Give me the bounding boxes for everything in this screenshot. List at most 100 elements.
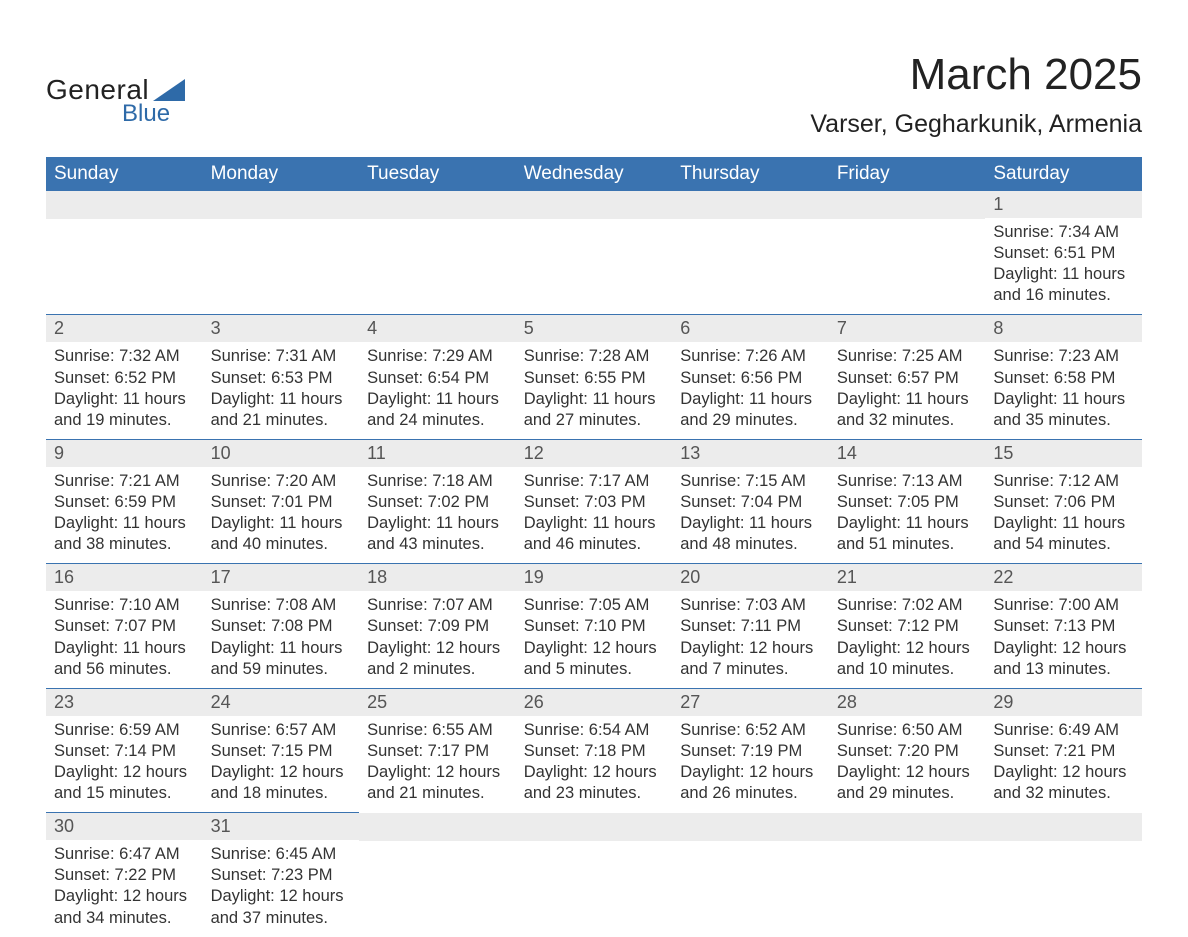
calendar-cell bbox=[359, 191, 516, 315]
day-number: 22 bbox=[985, 564, 1142, 591]
daylight-line: Daylight: 12 hours and 10 minutes. bbox=[837, 638, 978, 680]
day-details: Sunrise: 7:29 AMSunset: 6:54 PMDaylight:… bbox=[359, 342, 516, 438]
day-details: Sunrise: 6:59 AMSunset: 7:14 PMDaylight:… bbox=[46, 716, 203, 812]
day-details: Sunrise: 6:50 AMSunset: 7:20 PMDaylight:… bbox=[829, 716, 986, 812]
daylight-line: Daylight: 12 hours and 29 minutes. bbox=[837, 762, 978, 804]
sunrise-line: Sunrise: 7:00 AM bbox=[993, 595, 1134, 616]
day-number: 7 bbox=[829, 315, 986, 342]
sunset-line: Sunset: 7:13 PM bbox=[993, 616, 1134, 637]
day-details: Sunrise: 7:17 AMSunset: 7:03 PMDaylight:… bbox=[516, 467, 673, 563]
calendar-week-row: 1Sunrise: 7:34 AMSunset: 6:51 PMDaylight… bbox=[46, 191, 1142, 315]
day-details: Sunrise: 6:55 AMSunset: 7:17 PMDaylight:… bbox=[359, 716, 516, 812]
calendar-cell: 9Sunrise: 7:21 AMSunset: 6:59 PMDaylight… bbox=[46, 439, 203, 563]
calendar-cell: 29Sunrise: 6:49 AMSunset: 7:21 PMDayligh… bbox=[985, 688, 1142, 812]
sunrise-line: Sunrise: 6:54 AM bbox=[524, 720, 665, 741]
daylight-line: Daylight: 12 hours and 26 minutes. bbox=[680, 762, 821, 804]
calendar-cell: 17Sunrise: 7:08 AMSunset: 7:08 PMDayligh… bbox=[203, 564, 360, 688]
sunrise-line: Sunrise: 6:50 AM bbox=[837, 720, 978, 741]
daylight-line: Daylight: 11 hours and 35 minutes. bbox=[993, 389, 1134, 431]
sunrise-line: Sunrise: 6:52 AM bbox=[680, 720, 821, 741]
day-details: Sunrise: 7:13 AMSunset: 7:05 PMDaylight:… bbox=[829, 467, 986, 563]
day-number: 10 bbox=[203, 440, 360, 467]
calendar-body: 1Sunrise: 7:34 AMSunset: 6:51 PMDaylight… bbox=[46, 191, 1142, 937]
dayheader-friday: Friday bbox=[829, 157, 986, 191]
daylight-line: Daylight: 11 hours and 19 minutes. bbox=[54, 389, 195, 431]
empty-daynum-bar bbox=[829, 191, 986, 219]
sunset-line: Sunset: 7:09 PM bbox=[367, 616, 508, 637]
brand-triangle-icon bbox=[153, 79, 185, 101]
sunrise-line: Sunrise: 7:12 AM bbox=[993, 471, 1134, 492]
sunset-line: Sunset: 7:02 PM bbox=[367, 492, 508, 513]
sunrise-line: Sunrise: 7:15 AM bbox=[680, 471, 821, 492]
sunset-line: Sunset: 7:04 PM bbox=[680, 492, 821, 513]
day-details: Sunrise: 7:20 AMSunset: 7:01 PMDaylight:… bbox=[203, 467, 360, 563]
day-details: Sunrise: 7:03 AMSunset: 7:11 PMDaylight:… bbox=[672, 591, 829, 687]
calendar-cell bbox=[359, 813, 516, 937]
sunrise-line: Sunrise: 6:47 AM bbox=[54, 844, 195, 865]
day-number: 21 bbox=[829, 564, 986, 591]
day-number: 5 bbox=[516, 315, 673, 342]
day-details: Sunrise: 7:02 AMSunset: 7:12 PMDaylight:… bbox=[829, 591, 986, 687]
sunrise-line: Sunrise: 6:49 AM bbox=[993, 720, 1134, 741]
daylight-line: Daylight: 11 hours and 38 minutes. bbox=[54, 513, 195, 555]
calendar-cell: 21Sunrise: 7:02 AMSunset: 7:12 PMDayligh… bbox=[829, 564, 986, 688]
day-details: Sunrise: 6:54 AMSunset: 7:18 PMDaylight:… bbox=[516, 716, 673, 812]
calendar-cell bbox=[985, 813, 1142, 937]
calendar-cell: 3Sunrise: 7:31 AMSunset: 6:53 PMDaylight… bbox=[203, 315, 360, 439]
sunrise-line: Sunrise: 7:25 AM bbox=[837, 346, 978, 367]
calendar-cell: 18Sunrise: 7:07 AMSunset: 7:09 PMDayligh… bbox=[359, 564, 516, 688]
calendar-cell bbox=[829, 191, 986, 315]
daylight-line: Daylight: 11 hours and 27 minutes. bbox=[524, 389, 665, 431]
sunrise-line: Sunrise: 7:08 AM bbox=[211, 595, 352, 616]
calendar-cell: 20Sunrise: 7:03 AMSunset: 7:11 PMDayligh… bbox=[672, 564, 829, 688]
calendar-cell bbox=[829, 813, 986, 937]
calendar-table: Sunday Monday Tuesday Wednesday Thursday… bbox=[46, 157, 1142, 937]
day-number: 12 bbox=[516, 440, 673, 467]
sunset-line: Sunset: 6:52 PM bbox=[54, 368, 195, 389]
sunset-line: Sunset: 7:01 PM bbox=[211, 492, 352, 513]
sunrise-line: Sunrise: 7:05 AM bbox=[524, 595, 665, 616]
calendar-week-row: 9Sunrise: 7:21 AMSunset: 6:59 PMDaylight… bbox=[46, 439, 1142, 563]
sunset-line: Sunset: 7:10 PM bbox=[524, 616, 665, 637]
day-number: 24 bbox=[203, 689, 360, 716]
day-details: Sunrise: 7:15 AMSunset: 7:04 PMDaylight:… bbox=[672, 467, 829, 563]
calendar-cell: 2Sunrise: 7:32 AMSunset: 6:52 PMDaylight… bbox=[46, 315, 203, 439]
day-number: 18 bbox=[359, 564, 516, 591]
sunset-line: Sunset: 7:14 PM bbox=[54, 741, 195, 762]
day-details: Sunrise: 6:47 AMSunset: 7:22 PMDaylight:… bbox=[46, 840, 203, 936]
daylight-line: Daylight: 11 hours and 16 minutes. bbox=[993, 264, 1134, 306]
calendar-cell bbox=[203, 191, 360, 315]
empty-daynum-bar bbox=[985, 813, 1142, 841]
sunrise-line: Sunrise: 7:17 AM bbox=[524, 471, 665, 492]
sunrise-line: Sunrise: 7:31 AM bbox=[211, 346, 352, 367]
day-details: Sunrise: 7:21 AMSunset: 6:59 PMDaylight:… bbox=[46, 467, 203, 563]
calendar-cell bbox=[672, 191, 829, 315]
daylight-line: Daylight: 11 hours and 59 minutes. bbox=[211, 638, 352, 680]
daylight-line: Daylight: 11 hours and 40 minutes. bbox=[211, 513, 352, 555]
sunrise-line: Sunrise: 7:29 AM bbox=[367, 346, 508, 367]
dayheader-sunday: Sunday bbox=[46, 157, 203, 191]
calendar-cell: 7Sunrise: 7:25 AMSunset: 6:57 PMDaylight… bbox=[829, 315, 986, 439]
sunset-line: Sunset: 7:22 PM bbox=[54, 865, 195, 886]
sunset-line: Sunset: 7:19 PM bbox=[680, 741, 821, 762]
sunrise-line: Sunrise: 7:18 AM bbox=[367, 471, 508, 492]
sunrise-line: Sunrise: 6:45 AM bbox=[211, 844, 352, 865]
day-number: 8 bbox=[985, 315, 1142, 342]
sunset-line: Sunset: 6:56 PM bbox=[680, 368, 821, 389]
calendar-cell: 30Sunrise: 6:47 AMSunset: 7:22 PMDayligh… bbox=[46, 813, 203, 937]
brand-logo: General Blue bbox=[46, 50, 185, 128]
calendar-cell bbox=[46, 191, 203, 315]
sunset-line: Sunset: 7:21 PM bbox=[993, 741, 1134, 762]
calendar-cell: 19Sunrise: 7:05 AMSunset: 7:10 PMDayligh… bbox=[516, 564, 673, 688]
calendar-cell: 8Sunrise: 7:23 AMSunset: 6:58 PMDaylight… bbox=[985, 315, 1142, 439]
day-details: Sunrise: 7:34 AMSunset: 6:51 PMDaylight:… bbox=[985, 218, 1142, 314]
empty-daynum-bar bbox=[203, 191, 360, 219]
sunset-line: Sunset: 6:53 PM bbox=[211, 368, 352, 389]
month-title: March 2025 bbox=[810, 50, 1142, 100]
location-text: Varser, Gegharkunik, Armenia bbox=[810, 110, 1142, 139]
dayheader-saturday: Saturday bbox=[985, 157, 1142, 191]
day-number: 3 bbox=[203, 315, 360, 342]
day-details: Sunrise: 7:31 AMSunset: 6:53 PMDaylight:… bbox=[203, 342, 360, 438]
empty-daynum-bar bbox=[359, 191, 516, 219]
calendar-week-row: 16Sunrise: 7:10 AMSunset: 7:07 PMDayligh… bbox=[46, 564, 1142, 688]
